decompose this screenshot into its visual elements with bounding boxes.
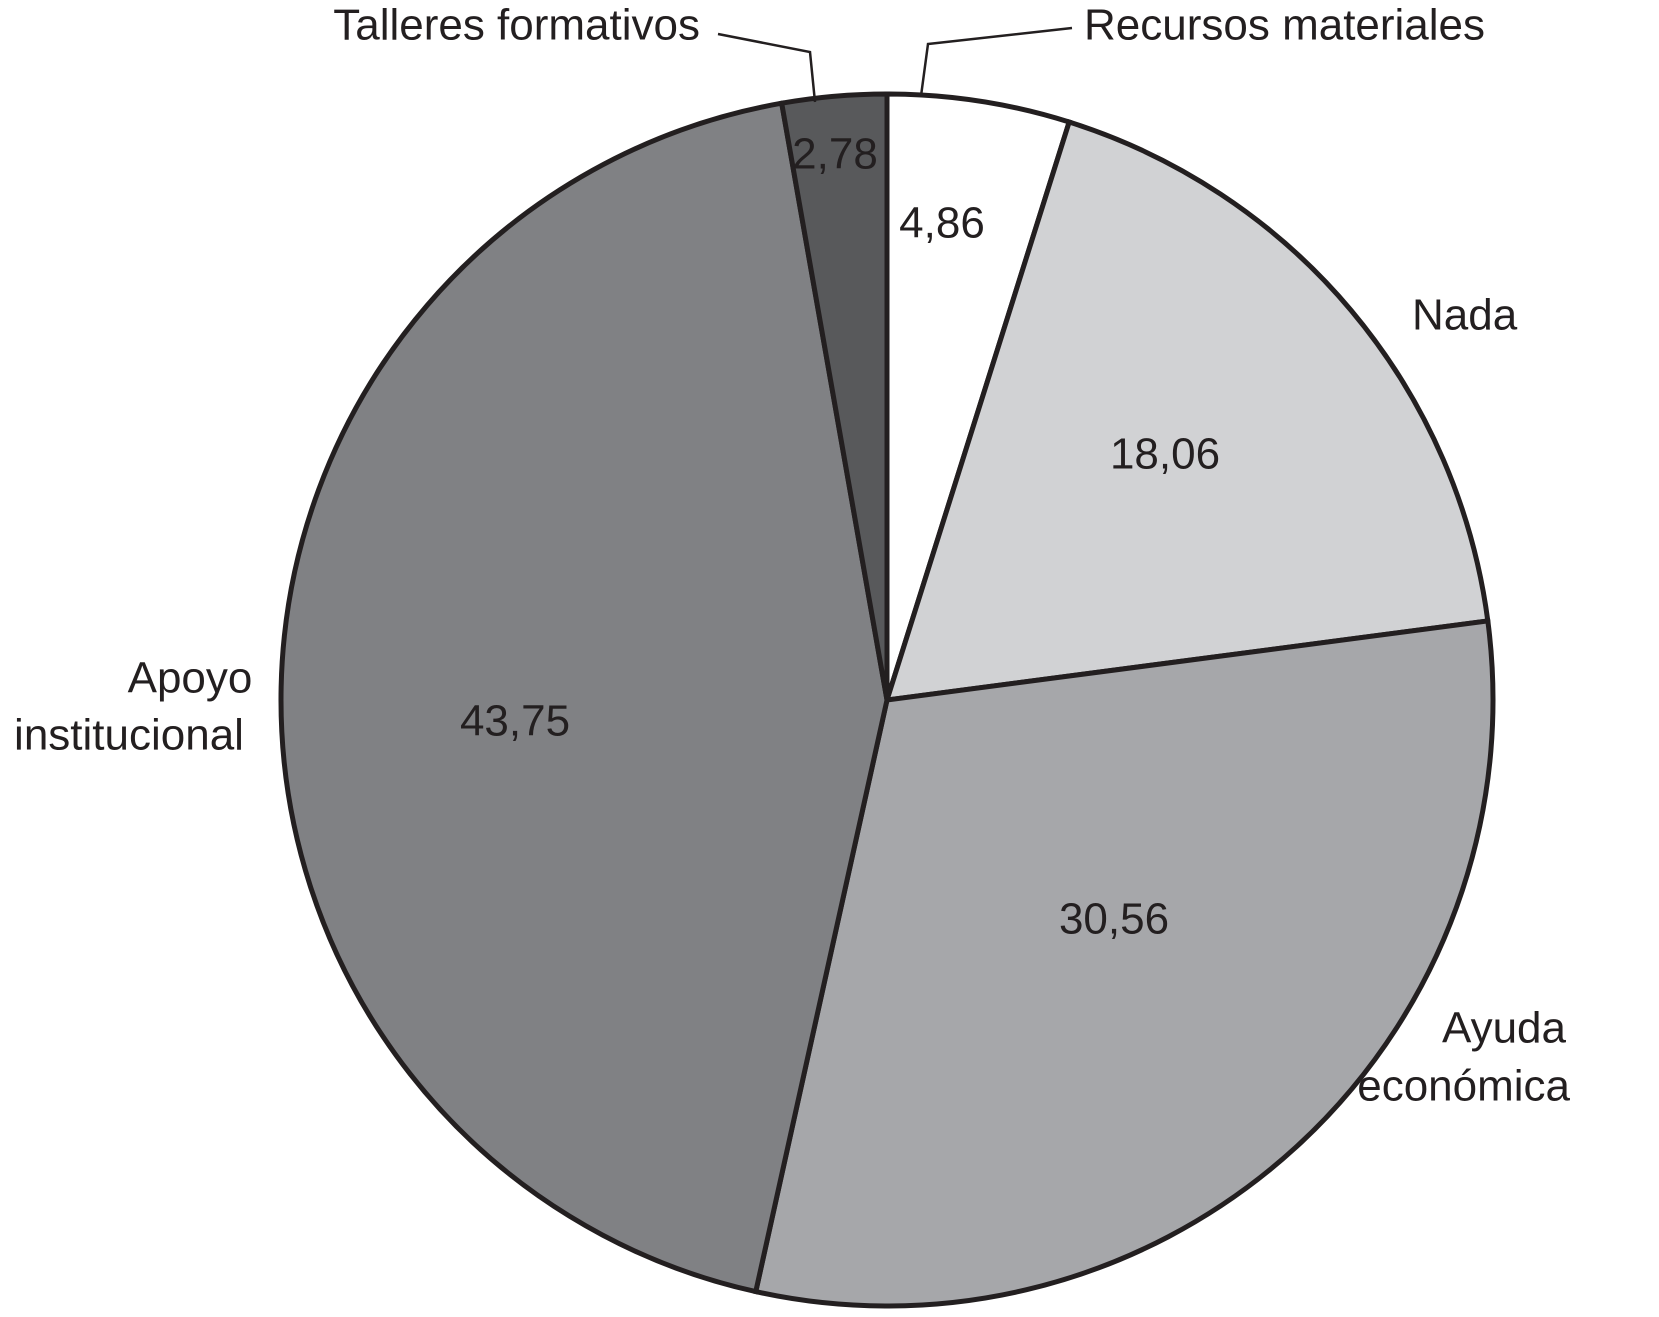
leader-line-talleres-formativos [717, 32, 817, 103]
category-label-ayuda-economica-line-2: económica [1357, 1062, 1570, 1111]
pie-slice-ayuda-economica [752, 618, 1496, 1309]
category-label-ayuda-economica-line-1: Ayuda [1442, 1004, 1566, 1053]
pie-slice-nada [883, 118, 1491, 703]
category-label-nada: Nada [1412, 291, 1518, 340]
leader-lines [717, 26, 1073, 103]
category-label-recursos-materiales: Recursos materiales [1084, 1, 1485, 50]
category-label-talleres-formativos: Talleres formativos [333, 1, 700, 50]
pie-slice-apoyo-institucional [278, 100, 890, 1295]
pie-slice-talleres-formativos [778, 91, 890, 701]
pie-slices [278, 91, 1496, 1309]
value-label-ayuda-economica: 30,56 [1059, 895, 1169, 944]
category-label-apoyo-institucional-line-1: Apoyo [128, 654, 253, 703]
value-label-talleres-formativos: 2,78 [792, 130, 878, 179]
value-labels: 4,86 18,06 30,56 43,75 2,78 [460, 130, 1220, 944]
category-label-apoyo-institucional-line-2: institucional [14, 711, 244, 760]
value-label-apoyo-institucional: 43,75 [460, 697, 570, 746]
value-label-nada: 18,06 [1110, 430, 1220, 479]
value-label-recursos-materiales: 4,86 [899, 199, 985, 248]
leader-line-recursos-materiales [919, 26, 1073, 97]
category-labels: Recursos materiales Nada Ayuda económica Apo… [14, 1, 1570, 1111]
